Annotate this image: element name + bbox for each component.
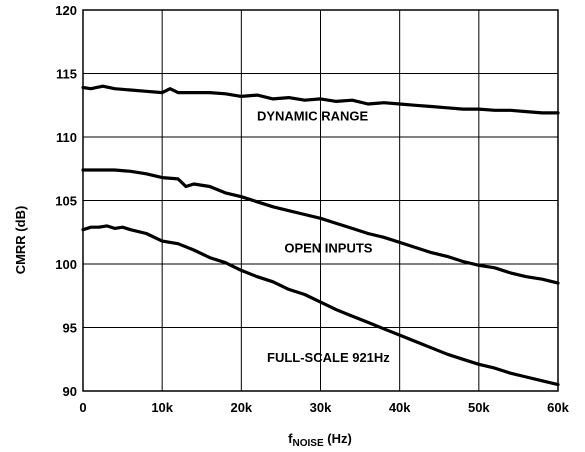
annotation-label: FULL-SCALE 921Hz: [267, 350, 390, 365]
y-tick-label: 90: [63, 384, 77, 399]
x-tick-label: 20k: [230, 400, 252, 415]
x-tick-label: 0: [79, 400, 86, 415]
x-tick-labels: 0 10k 20k 30k 40k 50k 60k: [79, 400, 569, 415]
series-line-2: [81, 224, 560, 387]
y-tick-labels: 90 95 100 105 110 115 120: [55, 3, 77, 399]
series-line-1: [81, 168, 560, 285]
x-tick-label: 40k: [389, 400, 411, 415]
y-tick-label: 105: [55, 194, 77, 209]
annotation-label: DYNAMIC RANGE: [257, 108, 369, 123]
y-tick-label: 95: [63, 321, 77, 336]
y-axis-label: CMRR (dB): [13, 206, 28, 275]
grid-lines: [83, 10, 558, 391]
x-axis-label-sub: NOISE: [293, 438, 324, 449]
x-tick-label: 50k: [468, 400, 490, 415]
x-tick-label: 30k: [310, 400, 332, 415]
x-axis-label-unit: (Hz): [324, 431, 352, 446]
x-tick-label: 60k: [547, 400, 569, 415]
y-tick-label: 110: [56, 130, 77, 145]
x-axis-label: fNOISE (Hz): [288, 431, 352, 449]
y-tick-label: 115: [56, 67, 77, 82]
annotation-label: OPEN INPUTS: [284, 241, 372, 256]
annotations: DYNAMIC RANGE OPEN INPUTS FULL-SCALE 921Hz: [257, 108, 390, 364]
x-tick-label: 10k: [151, 400, 173, 415]
x-axis-label-main: f: [288, 431, 293, 446]
plot-frame: [82, 9, 559, 392]
series-line-0: [81, 84, 560, 115]
y-tick-label: 120: [55, 3, 77, 18]
y-tick-label: 100: [55, 257, 77, 272]
data-series: [81, 84, 560, 387]
